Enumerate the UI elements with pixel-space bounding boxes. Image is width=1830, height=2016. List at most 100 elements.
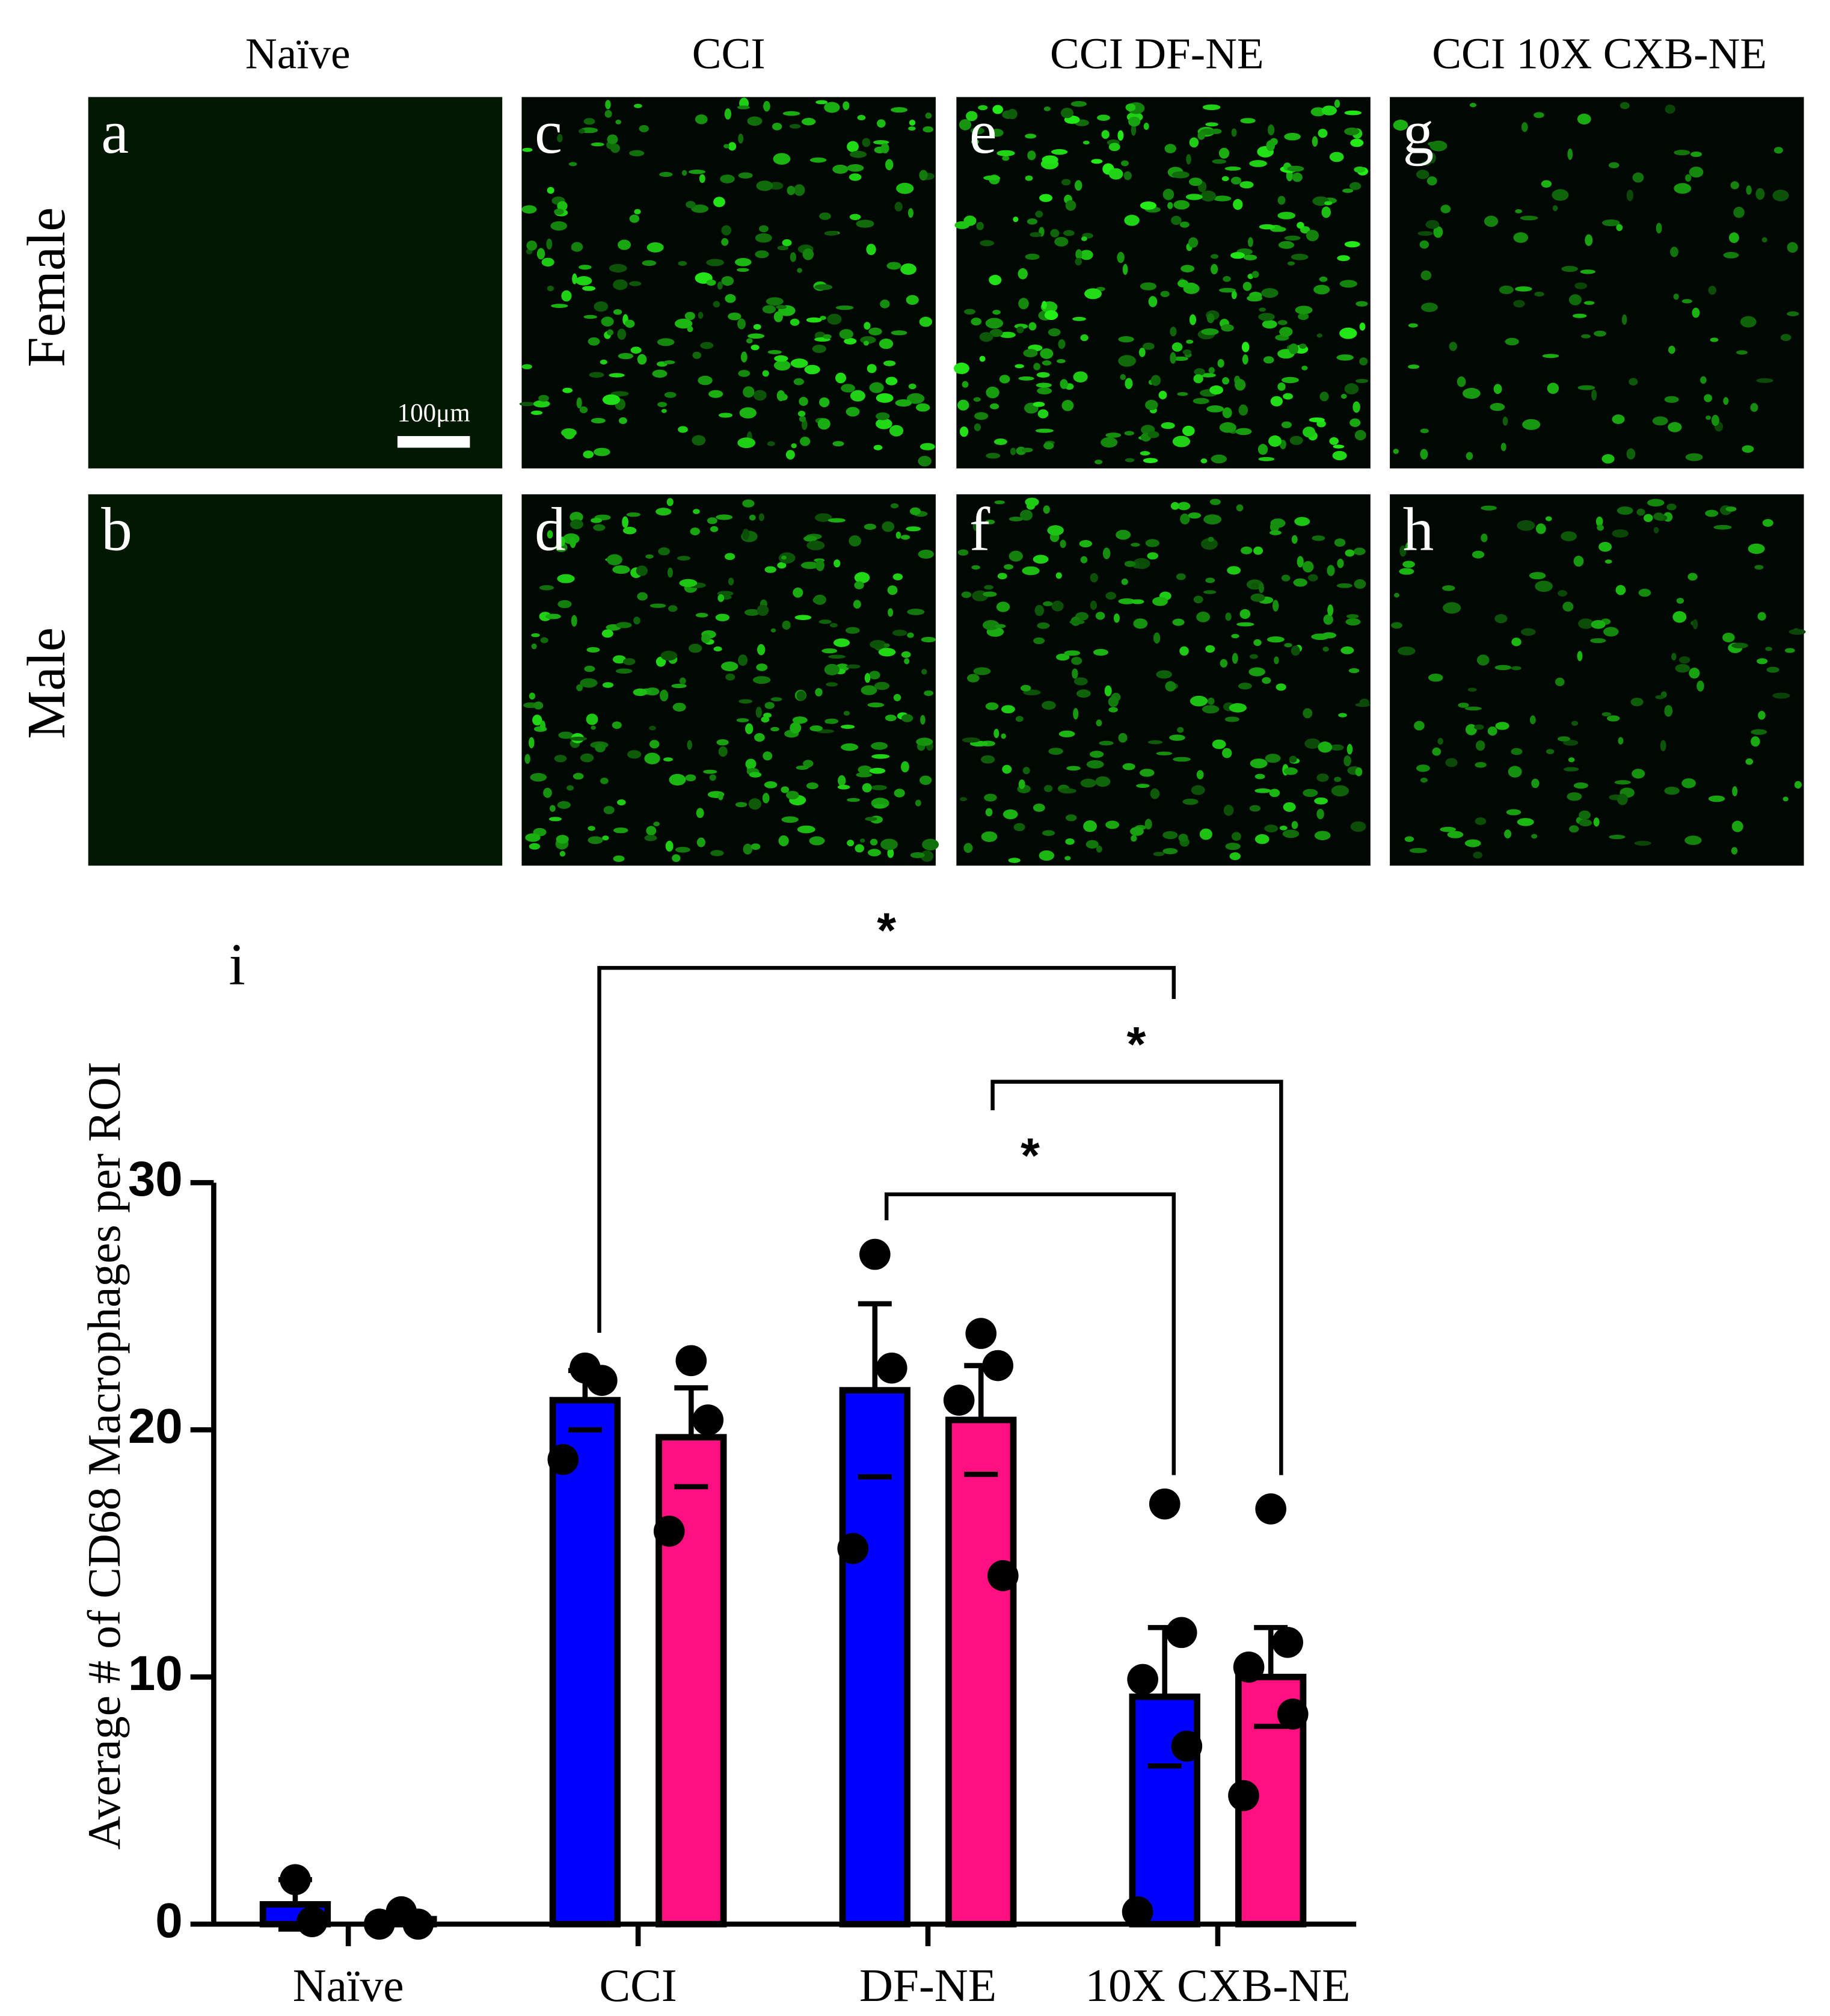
cell <box>703 769 717 774</box>
cell <box>1240 118 1256 124</box>
cell <box>738 699 753 704</box>
cell <box>1557 736 1571 742</box>
cell <box>1609 834 1626 840</box>
cell <box>963 215 977 226</box>
cell <box>763 100 770 112</box>
cell <box>1229 852 1241 861</box>
cell <box>1493 384 1502 395</box>
cell <box>1299 343 1307 349</box>
cell <box>764 566 776 573</box>
cell <box>573 773 584 780</box>
cell <box>1197 131 1205 140</box>
cell <box>728 312 742 321</box>
cell <box>971 565 980 570</box>
cell <box>1278 241 1295 249</box>
cell <box>1267 636 1285 643</box>
cell <box>920 850 934 862</box>
cell <box>1025 253 1040 260</box>
cell <box>829 622 838 628</box>
cell <box>716 514 733 520</box>
cell <box>601 629 613 638</box>
cell <box>1160 290 1170 297</box>
cell <box>1121 578 1128 585</box>
cell <box>663 360 675 364</box>
cell <box>1529 572 1546 580</box>
cell <box>622 658 636 665</box>
data-point <box>547 1443 579 1475</box>
cell <box>588 826 595 831</box>
cell <box>1124 561 1136 567</box>
cell <box>756 180 773 191</box>
cell <box>696 837 705 847</box>
cell <box>1152 597 1168 606</box>
cell <box>1253 546 1263 555</box>
cell <box>1287 261 1295 266</box>
cell <box>1217 359 1224 368</box>
cell <box>633 688 648 696</box>
cell <box>1511 638 1521 647</box>
cell <box>521 364 532 370</box>
cell <box>1464 839 1481 847</box>
cell <box>579 265 592 270</box>
cell <box>521 205 537 214</box>
cell <box>1231 290 1237 300</box>
cell <box>883 360 896 366</box>
cell <box>1064 650 1081 656</box>
cell <box>644 752 660 764</box>
cell <box>1740 316 1757 328</box>
cell <box>1167 202 1173 209</box>
cell <box>1346 743 1353 755</box>
cell <box>1344 110 1362 115</box>
cell <box>1218 287 1236 293</box>
cell <box>1172 618 1185 626</box>
cell <box>1442 585 1455 591</box>
cell <box>825 718 839 724</box>
cell <box>530 773 547 782</box>
cell <box>996 150 1015 156</box>
cell <box>1058 730 1075 737</box>
cell <box>964 309 975 315</box>
cell <box>1279 327 1293 337</box>
cell <box>1440 826 1457 832</box>
cell <box>718 793 723 801</box>
cell <box>1291 821 1298 829</box>
cell <box>576 397 582 409</box>
cell <box>924 690 934 696</box>
cell <box>1794 781 1802 789</box>
cell <box>1561 266 1578 272</box>
bar-chart: 0 10 20 30 Naïve CCI DF-NE 10X CXB-NE <box>128 1152 1357 2011</box>
cell <box>1443 602 1461 614</box>
cell <box>803 760 814 767</box>
cell <box>1748 543 1765 555</box>
cell <box>1116 530 1131 540</box>
cell <box>865 817 877 822</box>
cell <box>744 609 760 616</box>
cell <box>1674 150 1690 156</box>
cell <box>1162 188 1174 200</box>
cell <box>966 674 980 683</box>
panel-letter: b <box>101 495 132 564</box>
cell <box>866 244 876 256</box>
cell <box>869 767 886 774</box>
cell <box>862 138 871 147</box>
cell <box>659 171 673 177</box>
cell <box>815 559 824 571</box>
cell <box>1258 313 1275 321</box>
cell <box>1689 668 1700 679</box>
cell <box>1725 506 1737 512</box>
cell <box>579 406 588 413</box>
cell <box>1302 561 1314 573</box>
cell <box>1629 378 1638 386</box>
cell <box>1254 788 1271 793</box>
cell <box>1708 286 1716 295</box>
cell <box>720 662 738 671</box>
cell <box>1558 590 1568 597</box>
cell <box>1312 136 1318 147</box>
cell <box>1331 785 1349 797</box>
micrographs <box>88 97 1806 866</box>
data-point <box>586 1365 618 1397</box>
cell <box>1399 545 1407 557</box>
cell <box>713 646 722 652</box>
cell <box>745 723 754 734</box>
cell <box>1581 334 1591 339</box>
